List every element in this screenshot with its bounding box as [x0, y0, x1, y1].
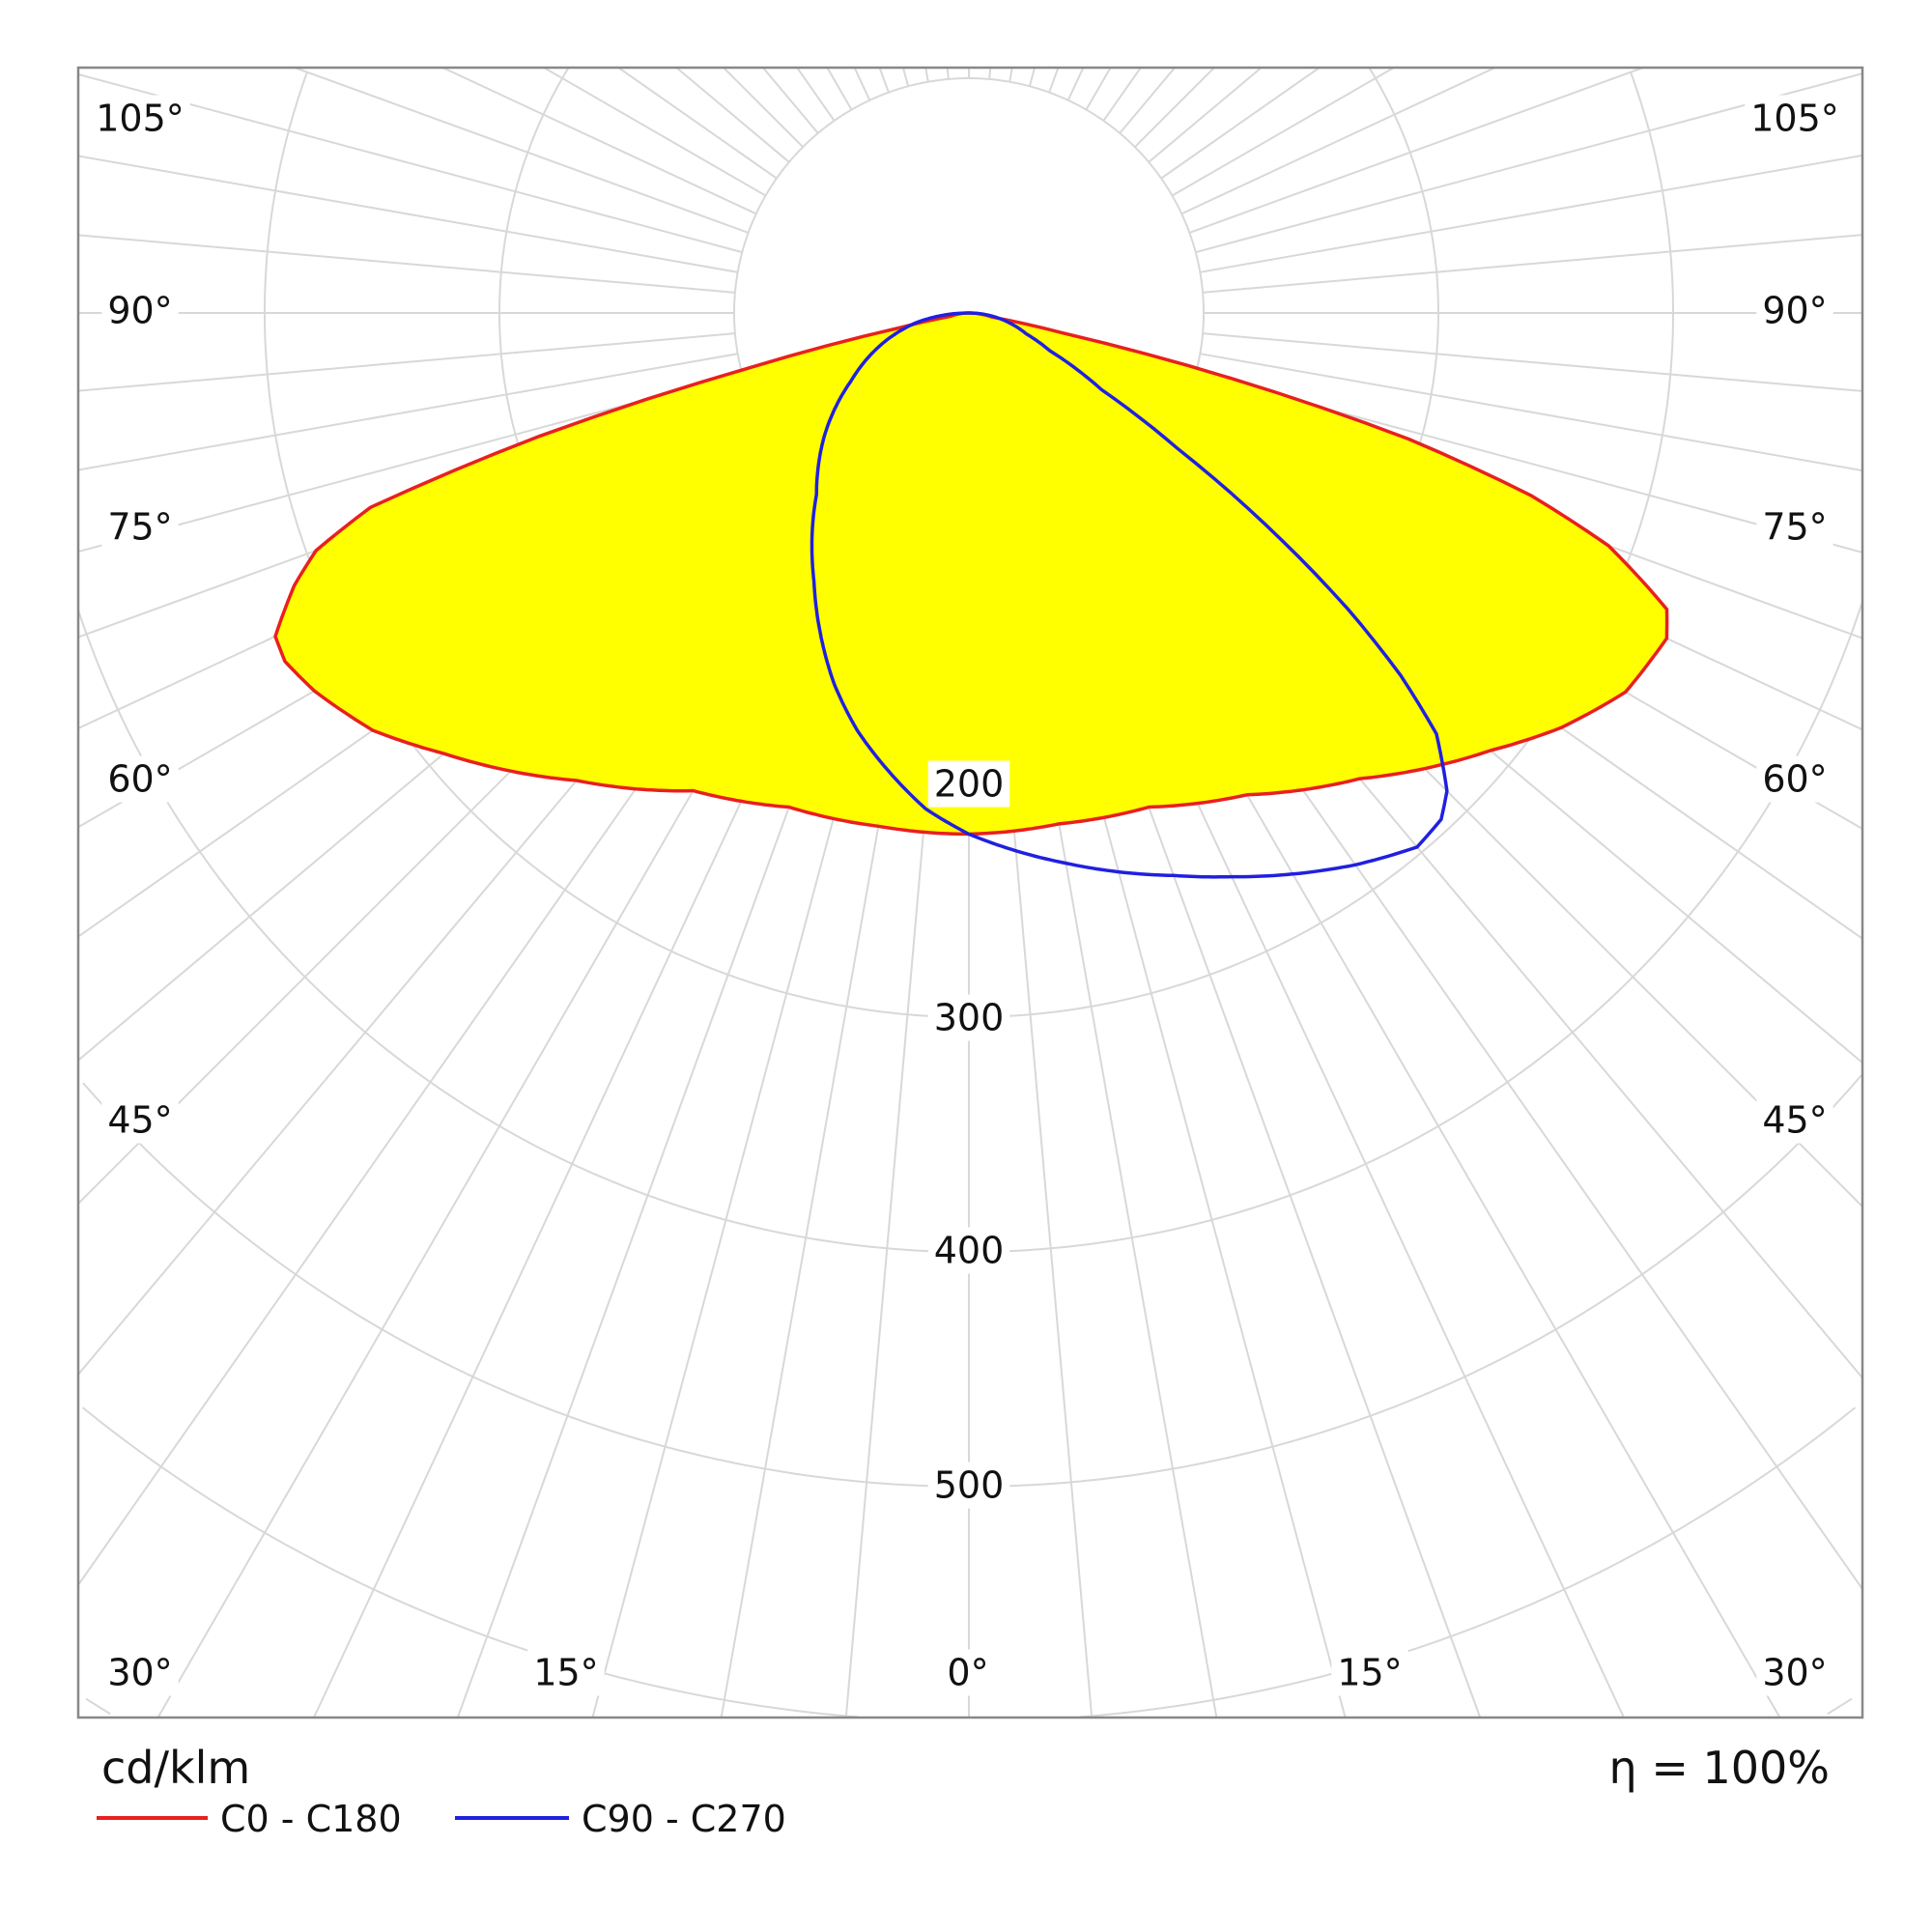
unit-label: cd/klm — [101, 1742, 250, 1794]
label-background — [927, 760, 1010, 808]
angle-label-right: 75° — [1762, 506, 1827, 549]
grid-spoke-170 — [924, 68, 929, 82]
grid-spoke-120 — [543, 68, 767, 197]
grid-spoke-160 — [878, 68, 890, 93]
angle-label-right: 90° — [1762, 290, 1827, 332]
grid-spoke-125 — [1160, 68, 1321, 180]
grid-spoke-130 — [1148, 68, 1263, 163]
grid-spoke-150 — [1085, 68, 1112, 111]
radial-tick-label: 500 — [934, 1464, 1005, 1507]
grid-spoke-150 — [826, 68, 853, 111]
angle-label-right: 60° — [1762, 758, 1827, 801]
grid-spoke-145 — [1102, 68, 1142, 122]
label-background — [1331, 1649, 1408, 1696]
label-background — [101, 1649, 179, 1696]
label-background — [101, 503, 179, 551]
grid-ring-200 — [1368, 68, 1439, 313]
radial-tick-label: 200 — [934, 763, 1005, 806]
label-background — [101, 287, 179, 334]
grid-spoke-135 — [723, 68, 804, 148]
grid-spoke-80 — [78, 353, 738, 471]
grid-spoke-120 — [1171, 68, 1395, 197]
label-background — [927, 1227, 1010, 1274]
label-background — [927, 994, 1010, 1041]
grid-spoke-100 — [1200, 154, 1862, 273]
grid-spoke-155 — [853, 68, 871, 101]
grid-spoke-140 — [762, 68, 819, 134]
labels: 200 300 400 500 105° 105° 90° 90° 75° 75° 60° 60° 45… — [90, 95, 1845, 1696]
radial-tick-label: 400 — [934, 1230, 1005, 1272]
angle-label-left: 60° — [107, 758, 172, 801]
grid-spoke-165 — [1028, 68, 1037, 87]
grid-spoke-165 — [901, 68, 910, 87]
legend-label-c90-c270: C90 - C270 — [582, 1798, 786, 1840]
label-background — [527, 1649, 605, 1696]
grid-spoke-115 — [1180, 68, 1496, 215]
series-c90-c270 — [810, 311, 1449, 879]
grid-spoke-95 — [78, 234, 736, 294]
radial-tick-label: 300 — [934, 997, 1005, 1039]
grid-spoke-80 — [1200, 353, 1862, 472]
label-background — [927, 1462, 1010, 1509]
angle-label-right: 45° — [1762, 1099, 1827, 1142]
grid-ring-500 — [82, 1074, 1862, 1488]
series-c0-c180 — [273, 311, 1669, 837]
grid-spoke-140 — [1119, 68, 1176, 134]
grid-spoke-130 — [675, 68, 790, 163]
grid-spoke-170 — [1009, 68, 1013, 82]
grid-spoke-125 — [617, 68, 778, 180]
angle-label-bottom: 0° — [947, 1652, 988, 1694]
angle-label-left: 75° — [107, 506, 172, 549]
grid-spoke-115 — [441, 68, 757, 215]
grid-spoke-155 — [1066, 68, 1085, 101]
plot-frame — [76, 66, 1864, 1719]
legend-label-c0-c180: C0 - C180 — [220, 1798, 402, 1840]
angle-label-left: 90° — [107, 290, 172, 332]
grid-spoke-160 — [1048, 68, 1060, 93]
label-background — [101, 1096, 179, 1144]
grid-ring-700 — [85, 1697, 111, 1716]
curves — [273, 311, 1669, 879]
angle-label-left: 105° — [96, 98, 185, 140]
efficiency-label: η = 100% — [1609, 1742, 1830, 1794]
label-background — [941, 1649, 995, 1696]
grid-spoke-110 — [1189, 68, 1644, 234]
label-background — [90, 95, 190, 142]
grid-spoke-85 — [78, 332, 736, 392]
grid-spoke-175 — [988, 68, 992, 80]
grid-spoke-95 — [1202, 234, 1862, 294]
angle-label-bottom: 15° — [533, 1652, 598, 1694]
label-background — [101, 755, 179, 803]
grid-spoke-145 — [796, 68, 836, 122]
grid-ring-600 — [1079, 1406, 1857, 1718]
grid-spoke-110 — [294, 68, 749, 234]
angle-label-bottom: 15° — [1337, 1652, 1402, 1694]
grid-ring-600 — [81, 1406, 859, 1718]
label-background — [1756, 287, 1833, 334]
label-background — [1756, 503, 1833, 551]
grid-ring-700 — [1827, 1697, 1853, 1716]
label-background — [1745, 95, 1845, 142]
label-background — [1756, 1096, 1833, 1144]
grid-spoke-85 — [1202, 332, 1862, 392]
grid-spoke-175 — [946, 68, 950, 80]
grid-spoke-100 — [78, 155, 738, 273]
angle-label-bottom: 30° — [1762, 1652, 1827, 1694]
angle-label-bottom: 30° — [107, 1652, 172, 1694]
grid-spoke-135 — [1134, 68, 1215, 148]
angle-label-left: 45° — [107, 1099, 172, 1142]
label-background — [1756, 1649, 1833, 1696]
label-background — [1756, 755, 1833, 803]
angle-label-right: 105° — [1750, 98, 1839, 140]
